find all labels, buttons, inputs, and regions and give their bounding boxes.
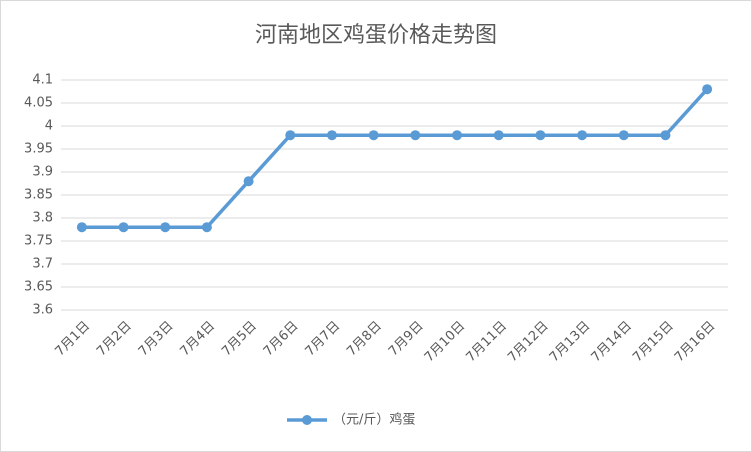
- point: [76, 222, 87, 233]
- point: [118, 222, 129, 233]
- y-tick-label: 3.6: [32, 303, 53, 318]
- y-tick-label: 3.65: [24, 280, 53, 295]
- point: [368, 130, 379, 141]
- y-tick-label: 3.8: [32, 211, 53, 226]
- point: [452, 130, 463, 141]
- y-tick-label: 4.05: [24, 96, 53, 111]
- point: [535, 130, 546, 141]
- y-tick-label: 4: [45, 119, 53, 134]
- legend-label: （元/斤）鸡蛋: [333, 412, 415, 428]
- point: [326, 130, 337, 141]
- y-tick-label: 3.85: [24, 188, 53, 203]
- y-tick-label: 4.1: [32, 73, 53, 88]
- point: [243, 176, 254, 187]
- point: [660, 130, 671, 141]
- chart-title: 河南地区鸡蛋价格走势图: [255, 23, 497, 48]
- point: [702, 84, 713, 95]
- y-tick-label: 3.7: [32, 257, 53, 272]
- point: [618, 130, 629, 141]
- legend-marker: [302, 415, 312, 425]
- point: [285, 130, 296, 141]
- y-tick-label: 3.9: [32, 165, 53, 180]
- point: [201, 222, 212, 233]
- point: [410, 130, 421, 141]
- point: [493, 130, 504, 141]
- y-tick-label: 3.75: [24, 234, 53, 249]
- point: [160, 222, 171, 233]
- series-line: [81, 88, 709, 229]
- y-tick-label: 3.95: [24, 142, 53, 157]
- point: [577, 130, 588, 141]
